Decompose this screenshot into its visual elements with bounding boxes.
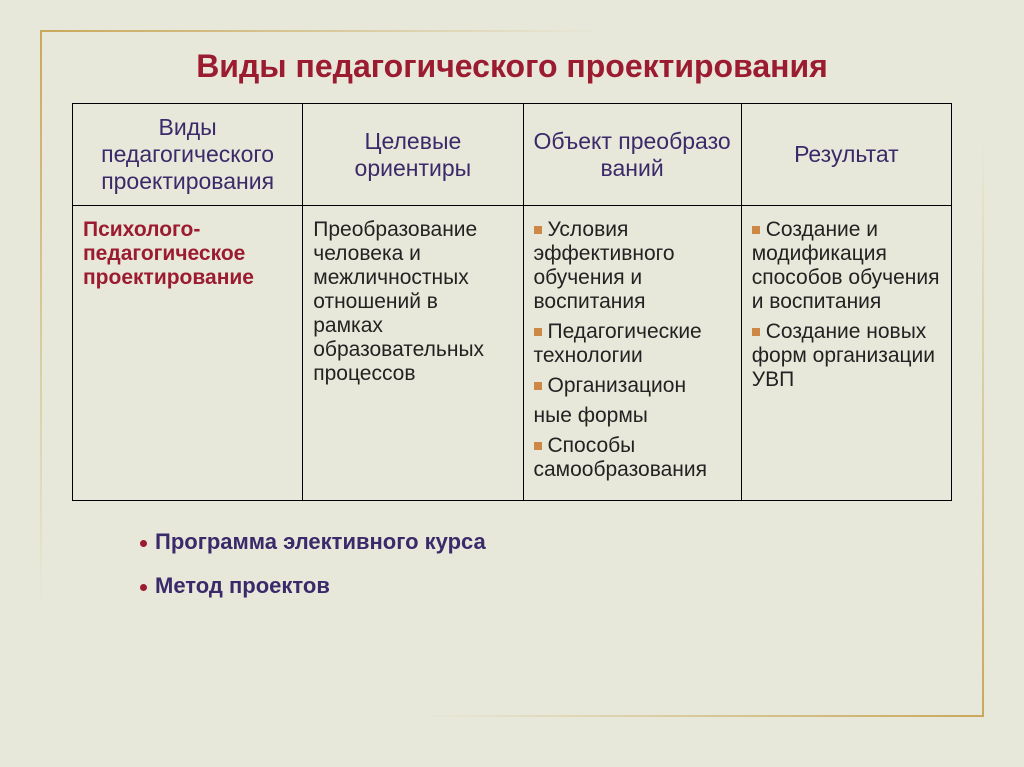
list-item: Способы самообразования: [534, 434, 731, 482]
cell-type: Психолого-педагогическое проектирование: [73, 206, 303, 501]
main-table: Виды педагогического проектирования Целе…: [72, 103, 952, 501]
list-item-text: Создание и модификация способов обучения…: [752, 218, 940, 313]
list-item-text: Условия эффективного обучения и воспитан…: [534, 218, 675, 313]
col-header-2: Объект преобразо ваний: [523, 104, 741, 206]
list-item: Условия эффективного обучения и воспитан…: [534, 218, 731, 314]
list-item-text: ные формы: [534, 404, 648, 427]
bullet-square-icon: [534, 226, 542, 234]
cell-targets: Преобразование человека и межличностных …: [303, 206, 523, 501]
list-item: Создание новых форм организации УВП: [752, 320, 941, 392]
list-item: ные формы: [534, 404, 731, 428]
col-header-1: Целевые ориентиры: [303, 104, 523, 206]
bullet-square-icon: [534, 328, 542, 336]
cell-results: Создание и модификация способов обучения…: [741, 206, 951, 501]
bullet-square-icon: [534, 382, 542, 390]
list-item: Педагогические технологии: [534, 320, 731, 368]
list-item-text: Способы самообразования: [534, 434, 708, 481]
list-item: Организацион: [534, 374, 731, 398]
list-item-text: Организацион: [548, 374, 687, 397]
notes-block: Программа элективного курса Метод проекто…: [140, 529, 994, 599]
list-item-text: Создание новых форм организации УВП: [752, 320, 935, 391]
bullet-square-icon: [752, 226, 760, 234]
col-header-3: Результат: [741, 104, 951, 206]
table-row: Психолого-педагогическое проектирование …: [73, 206, 952, 501]
note-text: Программа элективного курса: [155, 529, 486, 554]
bullet-square-icon: [752, 328, 760, 336]
bullet-dot-icon: [140, 540, 147, 547]
list-item-text: Педагогические технологии: [534, 320, 702, 367]
list-item: Создание и модификация способов обучения…: [752, 218, 941, 314]
page-title: Виды педагогического проектирования: [30, 48, 994, 85]
bullet-dot-icon: [140, 584, 147, 591]
note-item: Программа элективного курса: [140, 529, 994, 555]
col-header-0: Виды педагогического проектирования: [73, 104, 303, 206]
bullet-square-icon: [534, 442, 542, 450]
note-item: Метод проектов: [140, 573, 994, 599]
table-header-row: Виды педагогического проектирования Целе…: [73, 104, 952, 206]
cell-objects: Условия эффективного обучения и воспитан…: [523, 206, 741, 501]
note-text: Метод проектов: [155, 573, 330, 598]
